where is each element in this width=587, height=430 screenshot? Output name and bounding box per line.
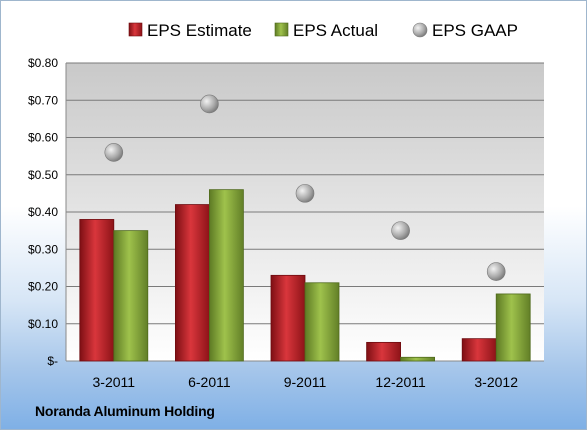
x-tick-label: 6-2011 <box>188 374 231 390</box>
bar-eps-actual <box>304 282 340 362</box>
marker-eps-gaap <box>295 184 315 203</box>
bar-eps-actual <box>208 189 244 362</box>
legend-swatch-eps-estimate <box>128 22 143 37</box>
marker-eps-gaap <box>486 262 506 281</box>
bar-eps-actual <box>495 293 531 362</box>
marker-eps-gaap <box>391 221 410 240</box>
bar-eps-estimate <box>461 338 497 362</box>
y-tick-label: $0.70 <box>28 93 58 107</box>
y-tick-label: $0.30 <box>28 242 58 256</box>
y-tick-label: $0.40 <box>28 205 58 219</box>
company-name: Noranda Aluminum Holding <box>35 403 215 419</box>
x-tick-label: 9-2011 <box>284 374 327 390</box>
bar-eps-estimate <box>366 341 402 362</box>
y-tick-label: $0.80 <box>28 56 58 70</box>
bars <box>79 189 531 362</box>
bar-eps-actual <box>113 230 149 362</box>
x-tick-label: 3-2012 <box>474 374 518 390</box>
y-tick-label: $0.20 <box>28 280 58 294</box>
y-axis-ticks: $- $0.10 $0.20 $0.30 $0.40 $0.50 $0.60 $0.70 $0.… <box>28 56 58 368</box>
marker-eps-gaap <box>104 143 124 162</box>
legend-swatch-eps-gaap <box>412 22 428 38</box>
bar-eps-estimate <box>174 204 210 362</box>
legend: EPS Estimate EPS Actual EPS GAAP <box>128 21 518 40</box>
y-tick-label: $0.10 <box>28 317 58 331</box>
marker-eps-gaap <box>200 94 219 114</box>
bar-eps-estimate <box>79 219 115 362</box>
gaap-markers <box>104 94 506 281</box>
legend-label-eps-actual: EPS Actual <box>293 21 378 40</box>
bar-eps-actual <box>400 356 436 362</box>
legend-label-eps-estimate: EPS Estimate <box>147 21 252 40</box>
y-tick-label: $0.60 <box>28 131 58 145</box>
legend-swatch-eps-actual <box>274 22 289 37</box>
x-tick-label: 12-2011 <box>375 374 426 390</box>
bar-eps-estimate <box>270 274 306 362</box>
x-axis-ticks: 3-2011 6-2011 9-2011 12-2011 3-2012 <box>93 374 519 390</box>
x-tick-label: 3-2011 <box>93 374 136 390</box>
y-tick-label: $- <box>47 354 58 368</box>
y-tick-label: $0.50 <box>28 168 58 182</box>
legend-label-eps-gaap: EPS GAAP <box>432 21 518 40</box>
